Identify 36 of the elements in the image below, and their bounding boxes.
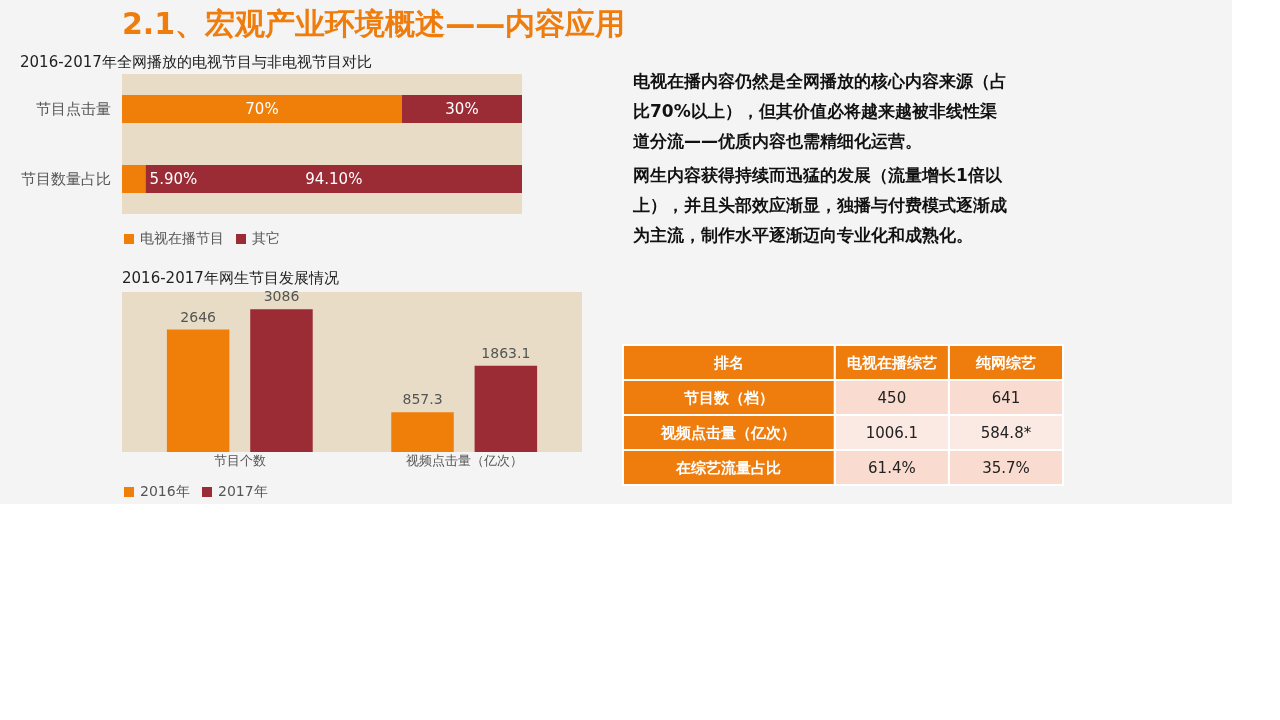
y-tick-label: 节目点击量 xyxy=(35,100,111,118)
x-tick-label: 节目个数 xyxy=(213,452,266,468)
text: 2.1、宏观产业环境概述——内容应用 xyxy=(122,6,626,41)
data-label: 857.3 xyxy=(402,391,443,408)
data-label: 94.10% xyxy=(305,170,363,188)
bar xyxy=(474,365,538,452)
text: 641 xyxy=(991,388,1021,407)
chart-title: 2016-2017年全网播放的电视节目与非电视节目对比 xyxy=(20,53,372,71)
text: 1006.1 xyxy=(865,423,919,442)
y-tick-label: 节目数量占比 xyxy=(20,170,111,188)
chart-title: 2016-2017年网生节目发展情况 xyxy=(122,269,339,288)
category-label: 纯网综艺 xyxy=(974,353,1036,372)
text: 网生内容获得持续而迅猛的发展（流量增长1倍以上），并且头部效应渐显，独播与付费模式逐渐成为主流，制作水平逐渐迈向专业化和成熟化。 xyxy=(632,165,1007,245)
legend-label: 电视在播节目 xyxy=(140,230,224,246)
bar xyxy=(250,309,313,452)
text: 61.4% xyxy=(868,458,916,477)
data-label: 1863.1 xyxy=(481,344,531,361)
category-label: 视频点击量（亿次） xyxy=(661,423,797,442)
category-label: 节目数（档） xyxy=(683,388,774,407)
data-label: 2646 xyxy=(180,308,217,325)
data-label: 30% xyxy=(445,100,479,118)
data-label: 3086 xyxy=(263,288,300,305)
category-label: 在综艺流量占比 xyxy=(676,458,782,477)
text: 450 xyxy=(877,388,907,407)
legend-label: 2016年 xyxy=(140,483,190,499)
text: 排名 xyxy=(712,353,744,372)
text: 电视在播内容仍然是全网播放的核心内容来源（占比70%以上），但其价值必将越来越被非线性渠道分流——优质内容也需精细化运营。 xyxy=(633,71,1007,151)
data-label: 70% xyxy=(245,100,279,118)
text: 584.8* xyxy=(980,423,1032,442)
legend-label: 其它 xyxy=(252,230,280,246)
text: 35.7% xyxy=(982,458,1030,477)
data-label: 5.90% xyxy=(149,170,198,188)
legend-label: 2017年 xyxy=(218,483,268,499)
bar xyxy=(391,412,454,452)
category-label: 电视在播综艺 xyxy=(846,353,937,372)
bar xyxy=(166,329,230,452)
